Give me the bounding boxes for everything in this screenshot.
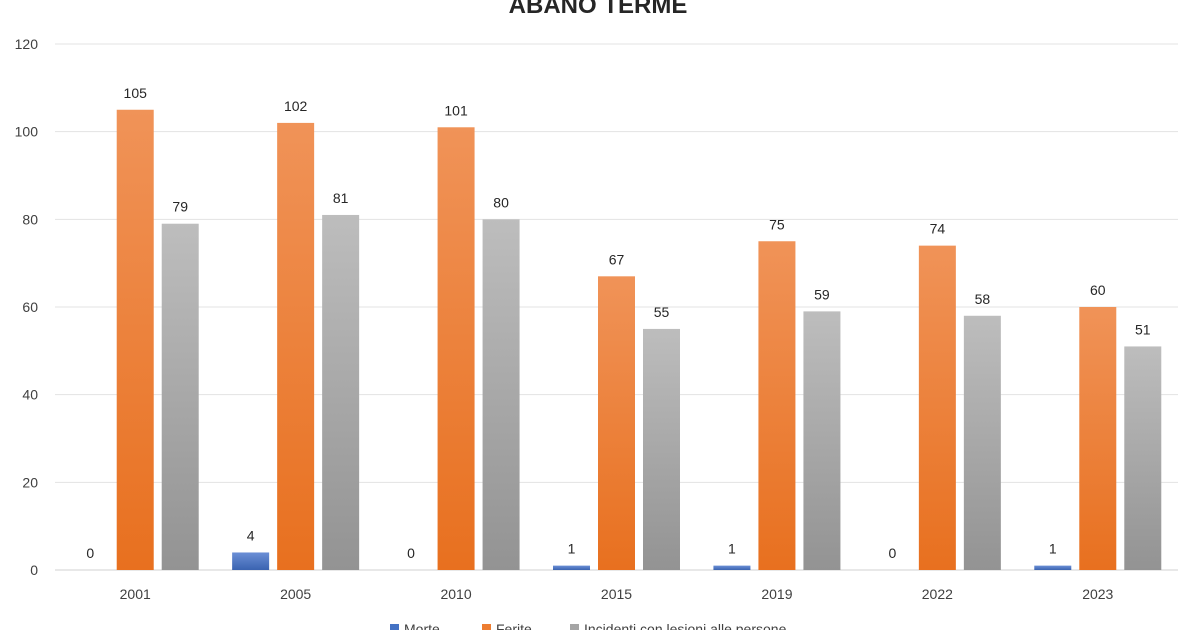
bar [963,315,1001,570]
data-label: 79 [172,199,188,215]
bar [1079,307,1117,570]
x-tick-label: 2023 [1082,586,1113,602]
x-tick-label: 2015 [601,586,632,602]
legend-label: Ferite [496,621,532,630]
bar [803,311,841,570]
data-label: 58 [975,291,991,307]
data-label: 60 [1090,282,1106,298]
legend: Morte Ferite Incidenti con lesioni alle pe… [390,621,787,630]
data-label: 81 [333,190,349,206]
data-label: 1 [568,541,576,557]
legend-swatch [482,624,491,630]
bar [116,109,154,570]
legend-label: Incidenti con lesioni alle persone [584,621,787,630]
x-tick-label: 2001 [120,586,151,602]
bar [553,565,590,570]
y-tick-label: 120 [15,36,39,52]
bar [598,276,635,570]
bar [277,122,315,571]
data-label: 67 [609,251,625,267]
bar [437,127,475,571]
data-label: 51 [1135,321,1151,337]
x-tick-label: 2022 [922,586,953,602]
data-label: 59 [814,286,830,302]
data-label: 4 [247,527,255,543]
data-label: 75 [769,216,785,232]
bar [232,552,270,570]
data-label: 1 [728,541,736,557]
bar [713,565,751,570]
data-label: 0 [86,545,94,561]
bar [322,214,360,570]
chart-title: ABANO TERME [509,0,688,19]
legend-label: Morte [404,621,440,630]
bar [1124,346,1162,570]
y-tick-label: 100 [15,124,39,140]
x-tick-label: 2010 [440,586,471,602]
data-label: 55 [654,304,670,320]
bar [161,223,199,570]
bar [918,245,956,570]
bar [1034,565,1072,570]
data-label: 1 [1049,541,1057,557]
bar [482,219,520,571]
bar [758,241,796,570]
data-label: 101 [444,102,468,118]
data-label: 0 [888,545,896,561]
y-tick-label: 20 [22,474,38,490]
y-tick-label: 60 [22,299,38,315]
data-label: 74 [930,221,946,237]
x-tick-label: 2005 [280,586,311,602]
data-label: 102 [284,98,308,114]
x-tick-label: 2019 [761,586,792,602]
data-label: 105 [124,85,148,101]
y-tick-label: 0 [30,562,38,578]
y-tick-label: 80 [22,211,38,227]
data-label: 80 [493,194,509,210]
bar [643,328,680,570]
legend-swatch [570,624,579,630]
y-tick-label: 40 [22,387,38,403]
legend-swatch [390,624,399,630]
data-label: 0 [407,545,415,561]
